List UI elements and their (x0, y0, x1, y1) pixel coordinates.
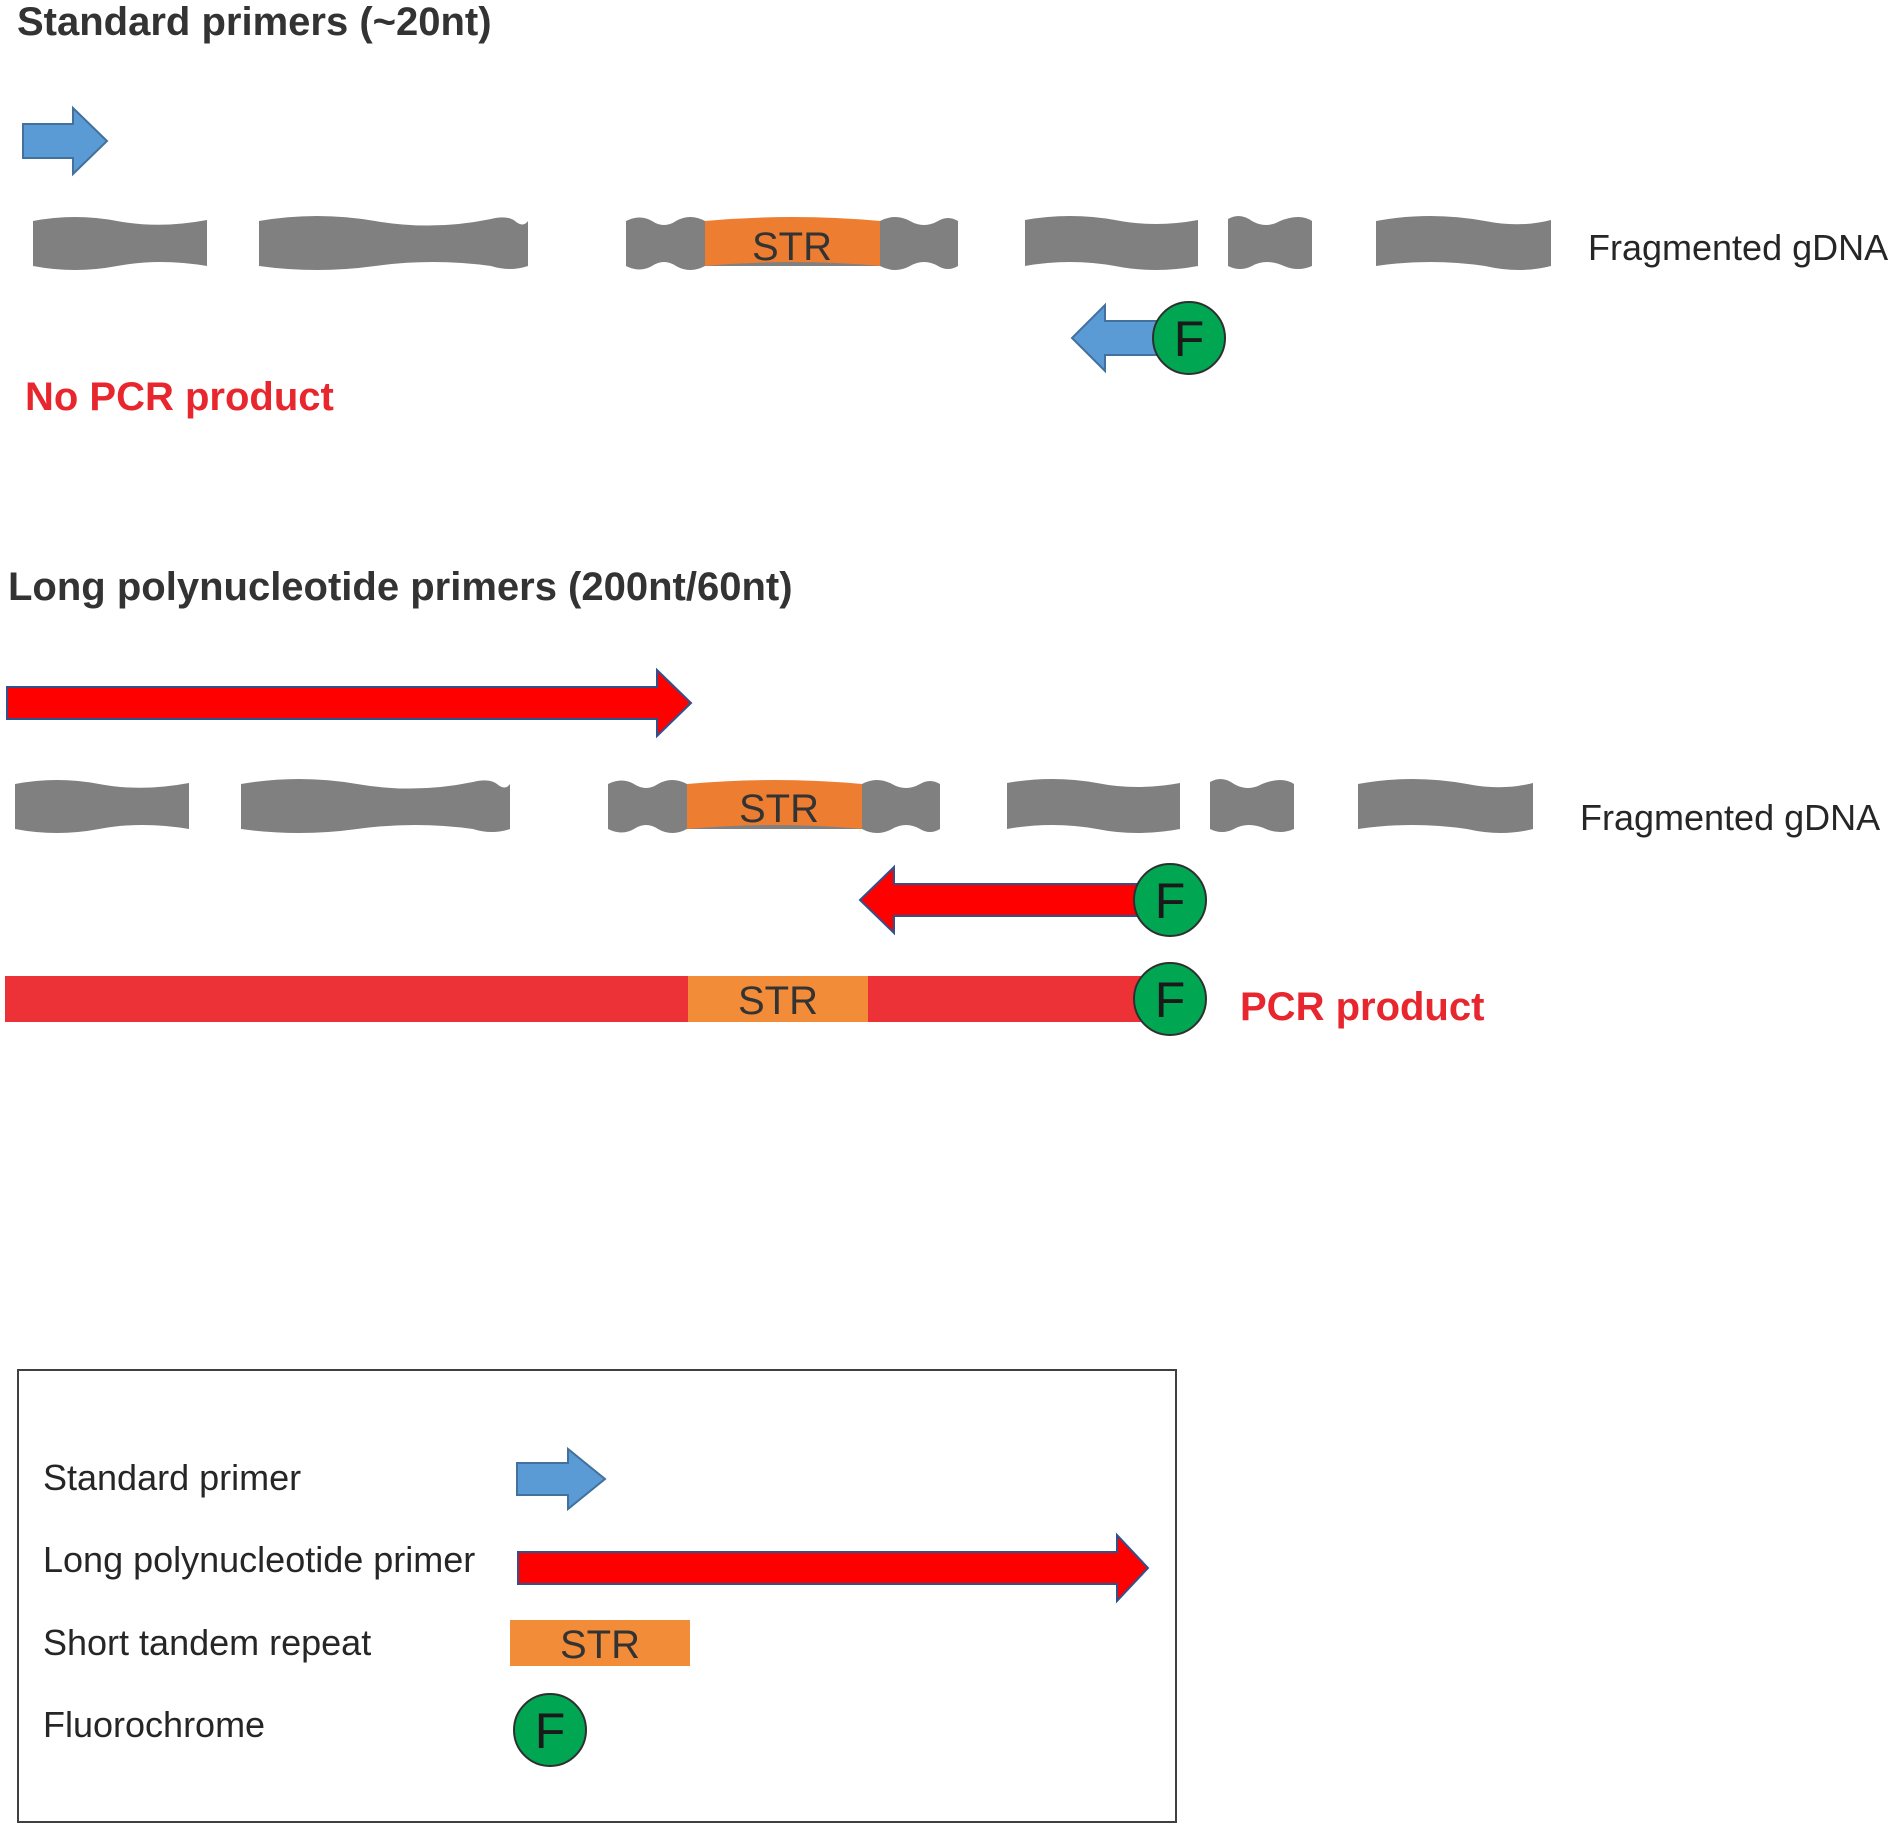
fluorochrome-label: F (1155, 972, 1186, 1028)
str-region (705, 217, 880, 266)
no-pcr-product-label: No PCR product (25, 375, 334, 419)
legend-label-fluorochrome: Fluorochrome (43, 1704, 265, 1745)
fluorochrome-label: F (1155, 873, 1186, 929)
legend-box (17, 1369, 1177, 1823)
section1-title: Standard primers (~20nt) (17, 0, 492, 44)
str-label: STR (752, 225, 832, 269)
long-forward-primer-arrow (6, 667, 693, 739)
gdna-fragment (1007, 779, 1180, 833)
standard-forward-primer-arrow (22, 105, 109, 177)
str-region (687, 780, 862, 829)
legend-long-primer-arrow (517, 1532, 1150, 1604)
legend-str-box (510, 1620, 690, 1666)
fluorochrome-icon (1152, 301, 1226, 375)
legend-standard-primer-arrow (516, 1446, 607, 1512)
gdna-fragment (259, 216, 528, 270)
legend-fluorochrome-text: F (535, 1703, 566, 1759)
gdna-fragment (241, 779, 510, 833)
section2-title: Long polynucleotide primers (200nt/60nt) (8, 565, 793, 609)
fluorochrome-icon (1133, 863, 1207, 937)
pcr-product-str-region (688, 976, 868, 1022)
pcr-product-label: PCR product (1240, 985, 1484, 1029)
long-reverse-primer-arrow (858, 864, 1151, 936)
legend-label-str: Short tandem repeat (43, 1622, 371, 1663)
gdna-fragment (1210, 778, 1294, 832)
gdna-fragment (1376, 216, 1551, 270)
gdna-label: Fragmented gDNA (1580, 797, 1880, 838)
str-label: STR (739, 787, 819, 831)
gdna-label: Fragmented gDNA (1588, 227, 1888, 268)
gdna-fragment (33, 217, 207, 270)
legend-str-text: STR (560, 1623, 640, 1667)
legend-label-standard-primer: Standard primer (43, 1457, 301, 1498)
gdna-fragment (15, 780, 189, 833)
fluorochrome-icon (1133, 962, 1207, 1036)
legend-fluorochrome-icon (513, 1693, 587, 1767)
gdna-fragment (1228, 215, 1312, 269)
pcr-product-str-label: STR (738, 979, 818, 1023)
legend-label-long-primer: Long polynucleotide primer (43, 1539, 475, 1580)
fluorochrome-label: F (1174, 311, 1205, 367)
gdna-fragment (1025, 216, 1198, 270)
pcr-product-bar (5, 976, 1155, 1022)
gdna-fragment (1358, 779, 1533, 833)
